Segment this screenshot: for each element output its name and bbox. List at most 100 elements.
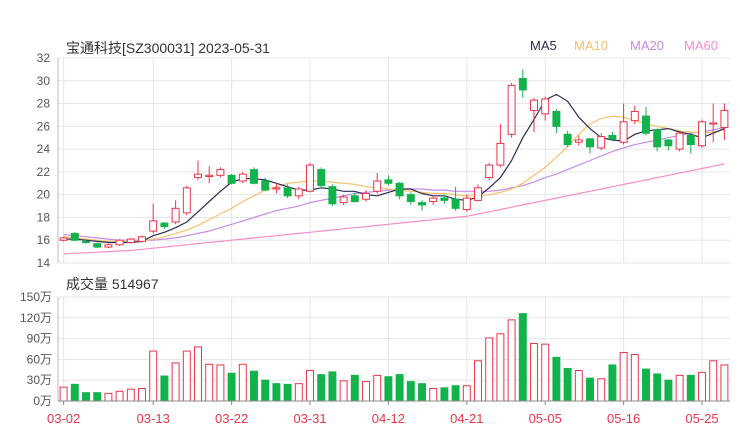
volume-bar	[586, 377, 594, 402]
candle-body	[70, 232, 79, 241]
candle-body	[496, 142, 505, 166]
volume-bar	[171, 362, 180, 402]
ma60-line	[63, 163, 725, 255]
candle-body	[328, 186, 337, 205]
candle-body	[574, 139, 583, 143]
candle-body	[507, 84, 516, 135]
candle-body	[126, 238, 135, 243]
volume-bar	[440, 387, 449, 402]
candle-body	[171, 207, 180, 223]
ma-lines	[63, 93, 725, 255]
volume-bar	[104, 392, 113, 402]
candle-body	[395, 182, 404, 197]
legend-ma60-label: MA60	[684, 38, 718, 53]
candle-body	[194, 173, 202, 179]
volume-bar	[373, 374, 382, 402]
volume-bar	[451, 385, 460, 402]
price-tick-label: 26	[37, 119, 51, 133]
candle-body	[283, 187, 292, 197]
candle-body	[294, 188, 303, 197]
volume-bar	[630, 354, 639, 402]
price-axis: 14 16 18 20 22 24 26 28 30 32	[37, 51, 59, 270]
volume-bar	[70, 383, 79, 402]
date-tick-label: 05-05	[529, 411, 562, 426]
volume-bar	[675, 374, 684, 402]
volume-bar	[160, 375, 169, 402]
volume-bar	[709, 360, 718, 402]
candle-body	[563, 133, 572, 146]
volume-label: 成交量	[66, 276, 108, 292]
volume-bar	[126, 388, 135, 402]
candle-body	[541, 98, 550, 115]
candle-body	[160, 222, 169, 228]
volume-bar	[653, 373, 662, 402]
volume-bar	[194, 346, 202, 402]
candle-body	[149, 220, 158, 232]
candle-body	[93, 243, 102, 248]
candle-body	[216, 169, 225, 176]
candle-body	[82, 240, 90, 244]
candle-body	[518, 78, 527, 91]
volume-bar	[93, 392, 102, 402]
price-tick-label: 14	[37, 256, 51, 270]
date-tick-label: 05-16	[607, 411, 640, 426]
volume-bar	[306, 369, 314, 402]
legend-ma10-label: MA10	[574, 38, 608, 53]
volume-bar	[608, 364, 617, 402]
candle-body	[59, 237, 68, 241]
volume-bar	[339, 380, 348, 402]
legend-ma20: MA20	[630, 38, 664, 53]
legend-ma10: MA10	[574, 38, 608, 53]
candle-body	[630, 111, 639, 122]
candle-body	[485, 164, 494, 179]
candle-body	[384, 179, 393, 184]
price-tick-label: 22	[37, 165, 51, 179]
volume-bar	[418, 383, 426, 402]
price-tick-label: 32	[37, 51, 51, 65]
date-tick-label: 03-22	[215, 411, 248, 426]
candle-body	[462, 197, 471, 210]
price-tick-label: 30	[37, 74, 51, 88]
candle-body	[675, 132, 684, 150]
volume-bar	[182, 350, 191, 402]
candle-body	[653, 129, 662, 148]
date-tick-label: 04-12	[372, 411, 405, 426]
candle-body	[686, 134, 695, 146]
candle-body	[664, 139, 673, 147]
legend-ma5-label: MA5	[530, 38, 557, 53]
volume-grid	[58, 296, 730, 402]
legend-ma60: MA60	[684, 38, 718, 53]
volume-tick-label: 120万	[20, 311, 52, 325]
candle-body	[227, 174, 236, 184]
candle-body	[250, 169, 258, 184]
volume-bar	[272, 383, 281, 402]
candle-body	[104, 244, 113, 248]
volume-tick-label: 90万	[27, 332, 52, 346]
ma10-line	[63, 115, 725, 242]
volume-bar	[664, 379, 673, 402]
volume-bar	[552, 356, 561, 402]
volume-bar	[619, 351, 628, 402]
volume-bar	[563, 367, 572, 402]
candle-body	[261, 180, 270, 191]
date-tick-label: 05-25	[685, 411, 718, 426]
volume-bar	[462, 385, 471, 402]
candle-body	[552, 111, 561, 127]
candle-body	[440, 197, 449, 201]
date-tick-label: 03-13	[137, 411, 170, 426]
volume-bar	[485, 337, 494, 402]
ma5-line	[63, 93, 725, 244]
candle-body	[205, 174, 214, 178]
date-tick-label: 03-31	[293, 411, 326, 426]
candle-body	[350, 195, 359, 203]
volume-title: 成交量 514967	[66, 274, 159, 294]
date-tick-label: 04-21	[450, 411, 483, 426]
volume-bar	[698, 372, 706, 402]
volume-bar	[642, 368, 650, 402]
volume-bar	[317, 374, 326, 402]
volume-bar	[541, 343, 550, 402]
candle-body	[306, 164, 314, 192]
volume-bar	[250, 370, 258, 402]
volume-bar	[597, 378, 606, 402]
